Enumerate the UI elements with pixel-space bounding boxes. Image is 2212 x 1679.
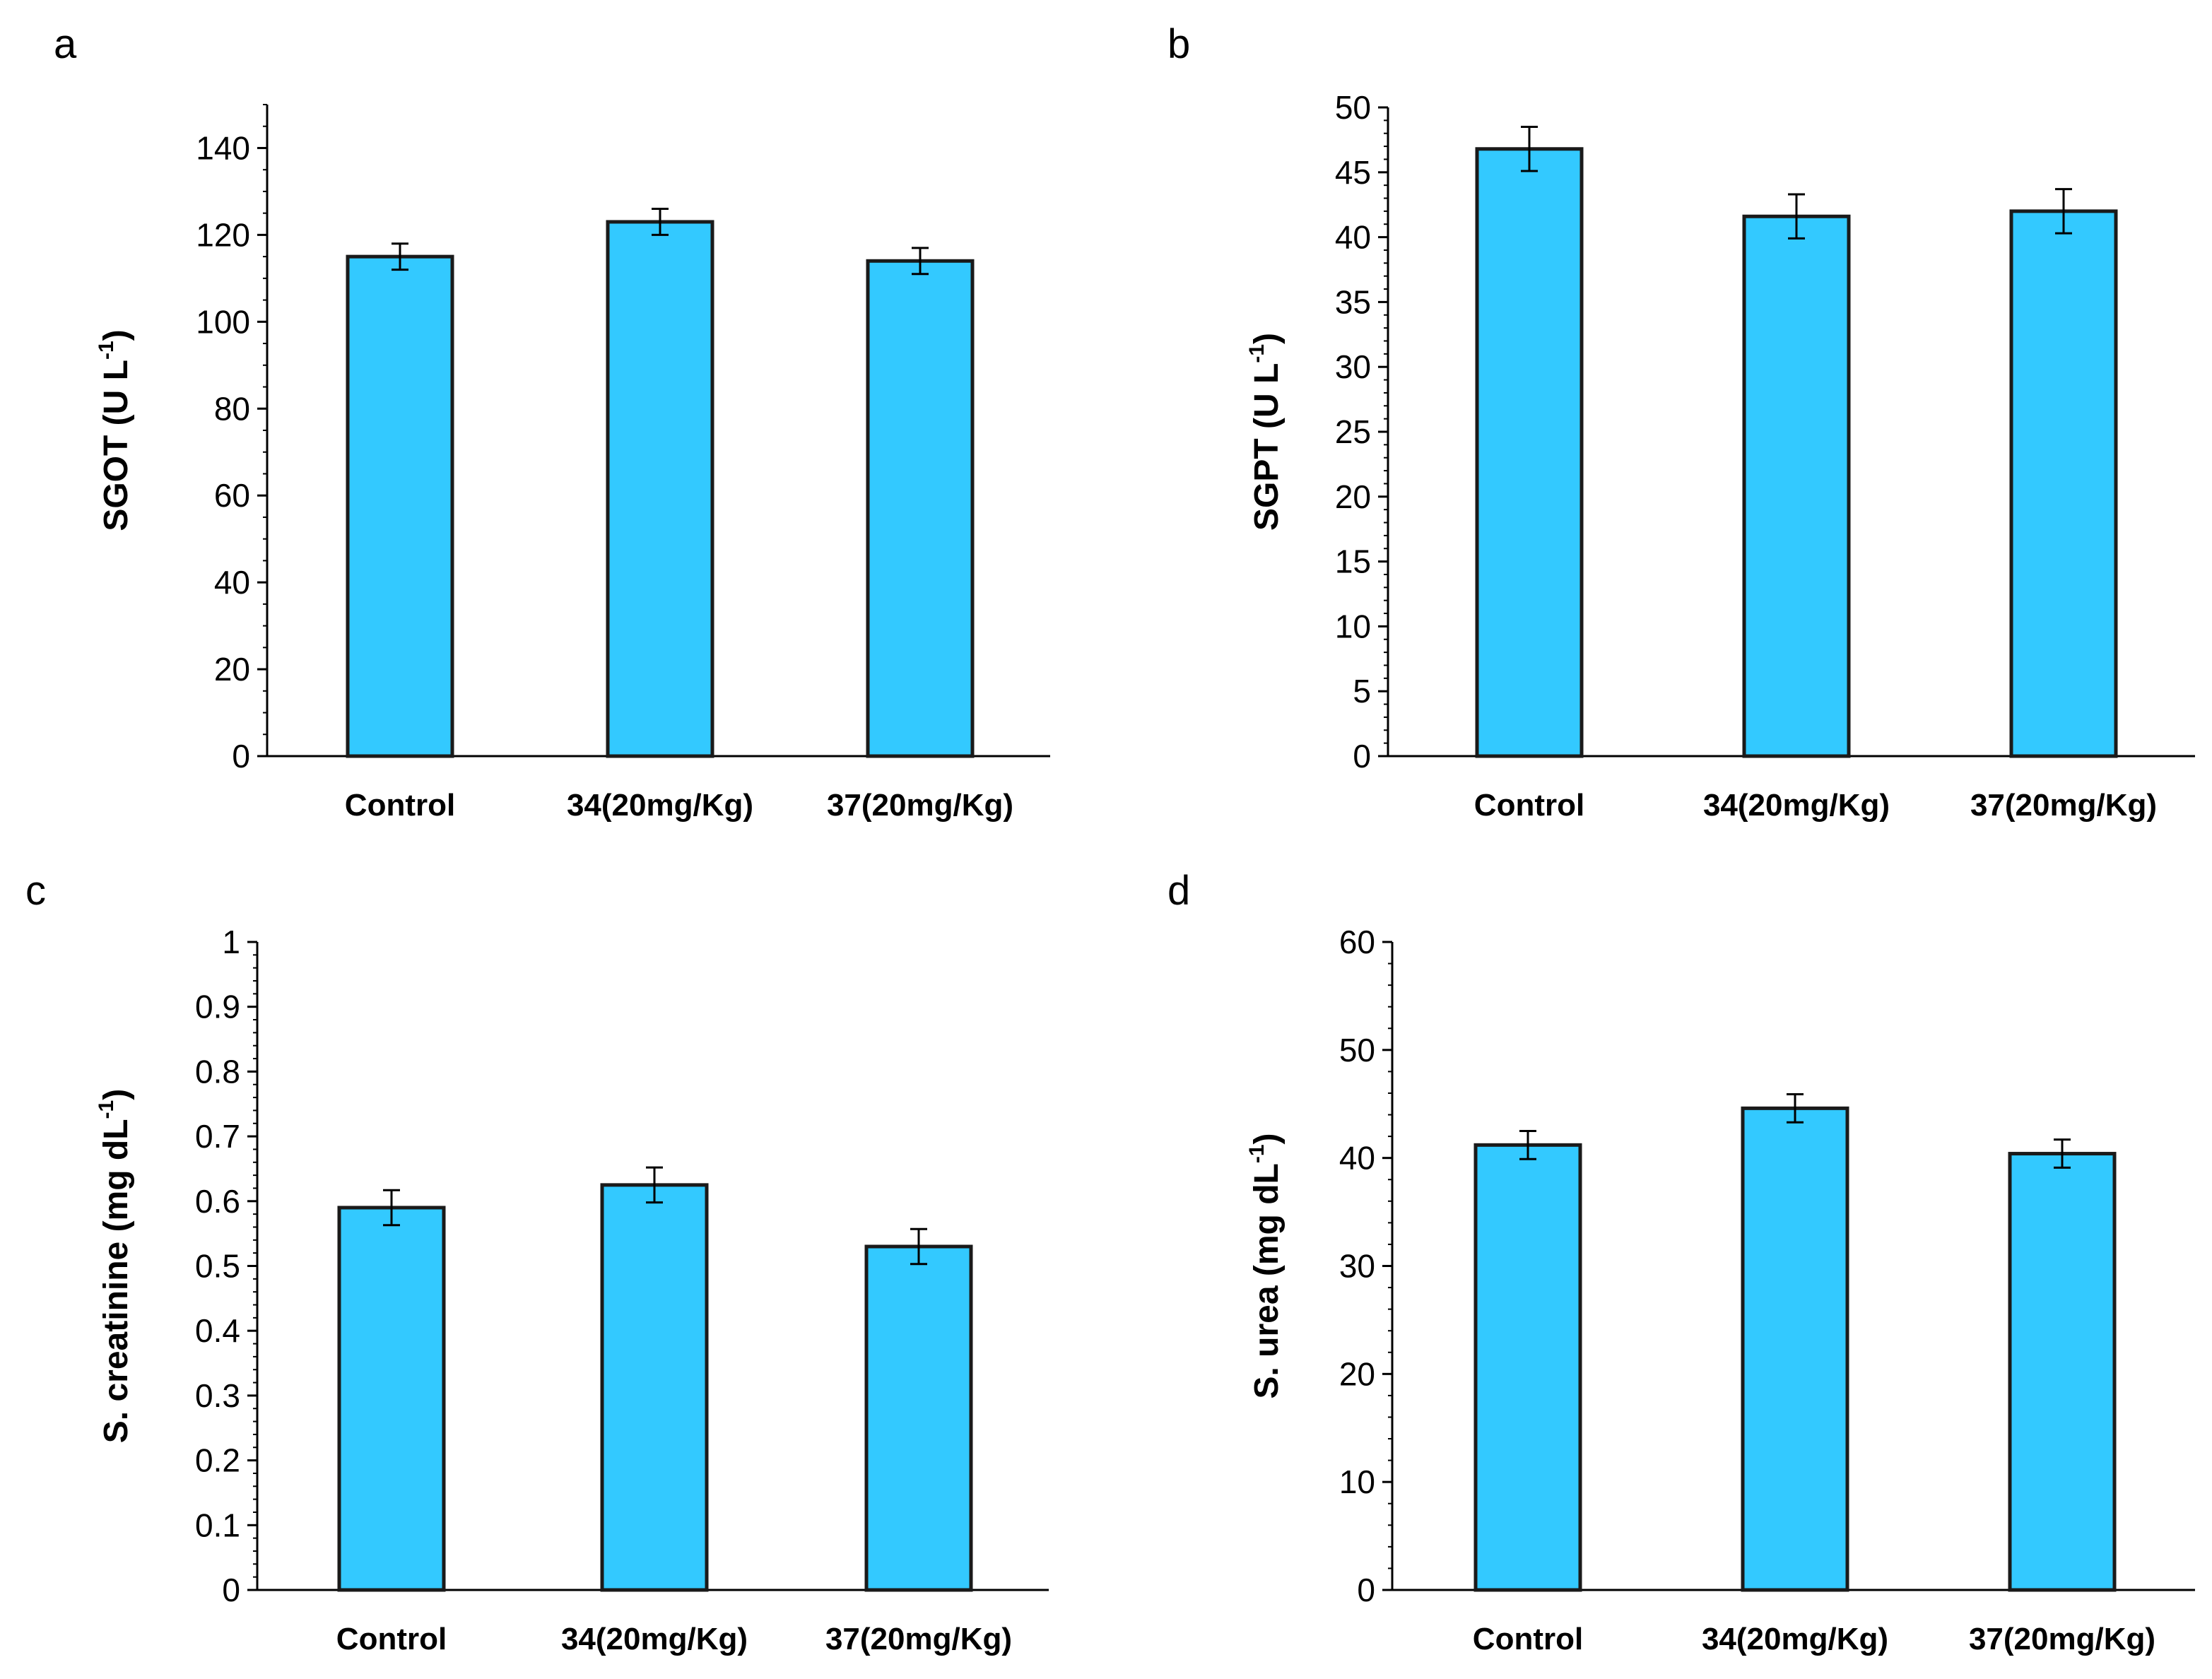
y-tick-label: 0 <box>222 1572 240 1608</box>
y-axis-title-main: S. urea (mg dL <box>1248 1163 1286 1398</box>
y-axis-title-end: ) <box>1248 333 1286 344</box>
y-tick-label: 0.1 <box>195 1507 240 1543</box>
category-label: 34(20mg/Kg) <box>1703 788 1890 823</box>
y-tick-label: 20 <box>214 651 250 688</box>
error-bar-3 <box>912 247 929 276</box>
panel-label: a <box>54 21 77 67</box>
y-tick-label: 0.3 <box>195 1377 240 1414</box>
error-bar-2 <box>646 1166 663 1204</box>
y-tick-label: 5 <box>1353 673 1371 709</box>
y-tick-label: 100 <box>196 303 250 340</box>
y-tick-label: 15 <box>1335 543 1371 580</box>
y-tick-label: 0.9 <box>195 989 240 1025</box>
y-tick-label: 0.7 <box>195 1118 240 1155</box>
bar-1 <box>1475 147 1584 758</box>
panel-label: c <box>25 868 46 914</box>
category-label: 37(20mg/Kg) <box>825 1622 1012 1656</box>
category-label: 37(20mg/Kg) <box>827 788 1013 823</box>
y-axis-title: S. urea (mg dL-1) <box>1245 1133 1286 1398</box>
category-label: 34(20mg/Kg) <box>1702 1622 1888 1656</box>
y-tick-label: 40 <box>214 564 250 601</box>
bar-1 <box>337 1206 446 1592</box>
bar-2 <box>606 220 714 758</box>
category-label: Control <box>1473 1622 1583 1656</box>
y-tick-label: 120 <box>196 216 250 253</box>
bar-3 <box>2009 209 2118 758</box>
y-tick-label: 0.2 <box>195 1442 240 1479</box>
y-tick-label: 35 <box>1335 283 1371 320</box>
y-tick-label: 140 <box>196 129 250 166</box>
bar-2 <box>600 1183 709 1592</box>
y-axis-title-sup: -1 <box>1245 1144 1269 1163</box>
y-tick-label: 10 <box>1335 608 1371 644</box>
error-bar-1 <box>383 1189 400 1227</box>
y-axis-title: SGPT (U L-1) <box>1245 333 1286 531</box>
y-tick-label: 50 <box>1339 1032 1375 1068</box>
y-tick-label: 40 <box>1335 219 1371 256</box>
category-label: 34(20mg/Kg) <box>561 1622 748 1656</box>
y-tick-label: 1 <box>222 924 240 960</box>
bar-2 <box>1741 1106 1849 1592</box>
y-tick-label: 0.5 <box>195 1248 240 1285</box>
error-bar-1 <box>392 242 408 271</box>
bar-1 <box>1473 1143 1582 1592</box>
bar-2 <box>1742 214 1851 758</box>
y-tick-label: 0.8 <box>195 1053 240 1090</box>
y-axis-title-end: ) <box>1248 1133 1286 1144</box>
y-tick-label: 10 <box>1339 1463 1375 1500</box>
chart-panel-a: a 0 20 40 60 80 100 120 140 Control 34(20mg/Kg) 37(… <box>54 21 1050 823</box>
error-bar-2 <box>1788 193 1805 240</box>
y-axis-title-end: ) <box>98 329 135 341</box>
category-label: Control <box>345 788 455 823</box>
y-tick-label: 0 <box>1353 738 1371 774</box>
error-bar-3 <box>2055 188 2072 235</box>
category-label: Control <box>1474 788 1584 823</box>
y-axis-title-main: S. creatinine (mg dL <box>98 1119 135 1443</box>
y-axis-title-main: SGPT (U L <box>1248 363 1286 531</box>
y-tick-label: 60 <box>214 477 250 514</box>
error-bar-3 <box>910 1227 927 1266</box>
error-bar-1 <box>1519 1129 1536 1160</box>
y-tick-label: 20 <box>1335 478 1371 515</box>
y-tick-label: 25 <box>1335 413 1371 450</box>
y-axis-title: SGOT (U L-1) <box>95 329 135 531</box>
y-tick-label: 80 <box>214 390 250 427</box>
chart-panel-d: d 0 10 20 30 40 50 60 Control 34(20mg/Kg) 37(20mg/… <box>1167 868 2195 1656</box>
y-tick-label: 60 <box>1339 924 1375 960</box>
y-tick-label: 45 <box>1335 154 1371 191</box>
bar-1 <box>346 254 454 758</box>
chart-panel-b: b 0 5 10 15 20 25 30 35 40 45 50 Control 34(20mg/Kg) 3… <box>1167 21 2195 823</box>
panel-label: b <box>1167 21 1190 67</box>
error-bar-1 <box>1521 126 1538 172</box>
bar-3 <box>864 1244 973 1592</box>
y-tick-label: 50 <box>1335 89 1371 126</box>
category-label: 37(20mg/Kg) <box>1970 788 2157 823</box>
y-tick-label: 30 <box>1335 348 1371 385</box>
bar-3 <box>866 259 975 758</box>
error-bar-2 <box>1787 1092 1804 1124</box>
category-label: 37(20mg/Kg) <box>1969 1622 2155 1656</box>
y-axis-title-sup: -1 <box>1245 344 1269 363</box>
y-axis-title-end: ) <box>98 1089 135 1100</box>
y-axis-title-sup: -1 <box>95 1100 118 1119</box>
y-tick-label: 30 <box>1339 1248 1375 1285</box>
error-bar-3 <box>2054 1138 2071 1169</box>
y-tick-label: 20 <box>1339 1355 1375 1392</box>
panel-label: d <box>1167 868 1190 914</box>
error-bar-2 <box>652 208 669 236</box>
category-label: Control <box>336 1622 447 1656</box>
chart-panel-c: c 0 0.1 0.2 0.3 0.4 0.5 0.6 0.7 0.8 0.9 1 Control 34(… <box>25 868 1049 1656</box>
y-tick-label: 0.6 <box>195 1183 240 1220</box>
y-tick-label: 40 <box>1339 1140 1375 1177</box>
y-tick-label: 0 <box>1357 1572 1375 1608</box>
y-axis-title: S. creatinine (mg dL-1) <box>95 1089 135 1443</box>
y-axis-title-main: SGOT (U L <box>98 360 135 531</box>
y-axis-title-sup: -1 <box>95 341 118 360</box>
y-tick-label: 0 <box>232 738 250 774</box>
bar-3 <box>2008 1152 2117 1592</box>
category-label: 34(20mg/Kg) <box>567 788 753 823</box>
y-tick-label: 0.4 <box>195 1312 240 1349</box>
